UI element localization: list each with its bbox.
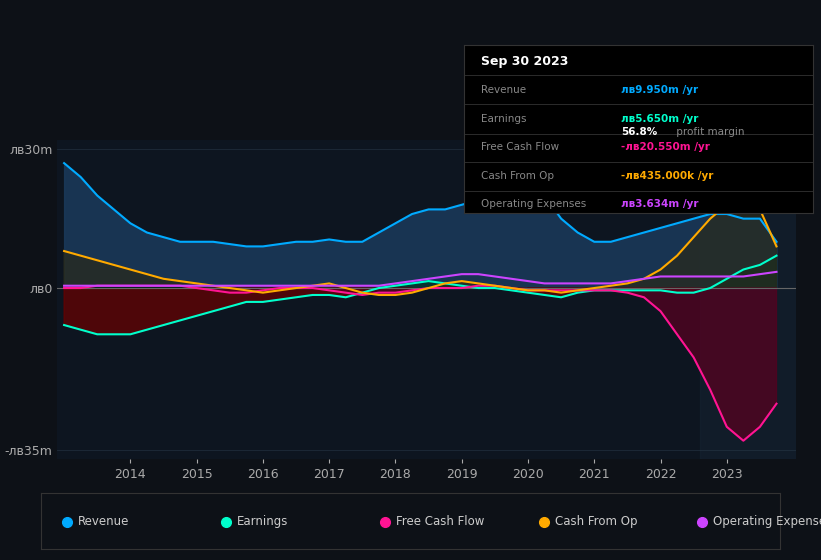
Text: -лв20.550m /yr: -лв20.550m /yr <box>621 142 710 152</box>
Text: Cash From Op: Cash From Op <box>481 171 554 181</box>
Bar <box>700 140 800 459</box>
Text: Operating Expenses: Operating Expenses <box>713 515 821 529</box>
Text: Earnings: Earnings <box>481 114 527 124</box>
Text: Cash From Op: Cash From Op <box>555 515 637 529</box>
Text: Free Cash Flow: Free Cash Flow <box>481 142 559 152</box>
Text: 56.8%: 56.8% <box>621 127 657 137</box>
Text: Operating Expenses: Operating Expenses <box>481 199 586 209</box>
Text: лв3.634m /yr: лв3.634m /yr <box>621 199 699 209</box>
Text: Revenue: Revenue <box>78 515 130 529</box>
Text: Earnings: Earnings <box>237 515 288 529</box>
Text: -лв435.000k /yr: -лв435.000k /yr <box>621 171 713 181</box>
Text: profit margin: profit margin <box>673 127 745 137</box>
Text: лв5.650m /yr: лв5.650m /yr <box>621 114 698 124</box>
Text: Free Cash Flow: Free Cash Flow <box>396 515 484 529</box>
Text: Revenue: Revenue <box>481 85 526 95</box>
Text: Sep 30 2023: Sep 30 2023 <box>481 55 569 68</box>
Text: лв9.950m /yr: лв9.950m /yr <box>621 85 698 95</box>
